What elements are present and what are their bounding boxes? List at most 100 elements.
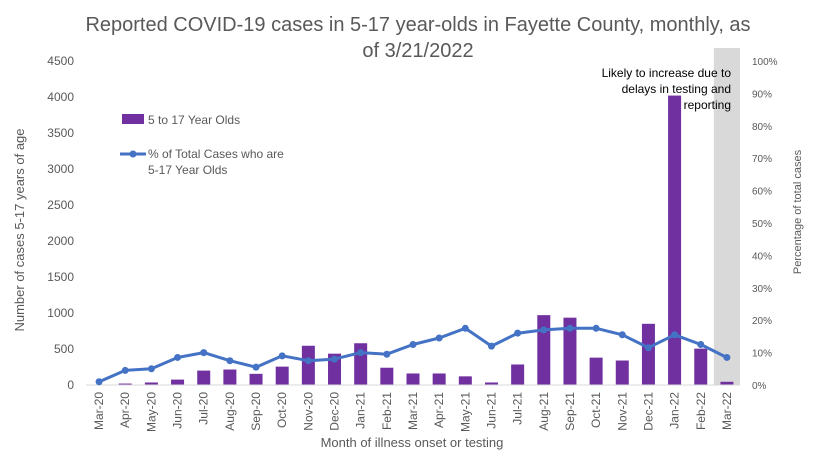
y2-tick-label: 90%	[752, 89, 772, 100]
bar	[144, 382, 158, 385]
y2-tick-label: 80%	[752, 122, 772, 133]
x-tick-label: Oct-20	[275, 392, 289, 428]
y-tick-label: 500	[54, 342, 74, 356]
bar	[720, 381, 734, 385]
line-point	[95, 378, 103, 386]
x-tick-label: Jun-21	[484, 392, 498, 429]
legend-label-bar: 5 to 17 Year Olds	[148, 113, 240, 127]
bar	[197, 370, 211, 385]
bar	[249, 373, 263, 385]
x-tick-label: Sep-21	[563, 392, 577, 431]
line-point	[278, 352, 286, 360]
line-point	[644, 344, 652, 352]
legend-label-line: % of Total Cases who are	[148, 147, 284, 161]
y2-axis-ticks: 0% 10% 20% 30% 40% 50% 60% 70% 80% 90% 100%	[752, 57, 778, 392]
x-tick-label: Jul-20	[197, 392, 211, 425]
line-point	[540, 326, 548, 334]
y-axis-label: Number of cases 5-17 years of age	[12, 128, 27, 331]
line-point	[487, 342, 495, 350]
shaded-region	[713, 48, 740, 385]
x-tick-label: Dec-21	[641, 392, 655, 431]
x-tick-label: Nov-21	[615, 392, 629, 431]
line-point	[435, 334, 443, 342]
x-tick-label: Sep-20	[249, 392, 263, 431]
line-point	[697, 341, 705, 348]
line-point	[592, 324, 600, 332]
bar	[406, 373, 420, 385]
line-point	[121, 366, 129, 374]
x-tick-label: Feb-21	[380, 392, 394, 430]
x-tick-label: Jun-20	[171, 392, 185, 429]
x-tick-label: Dec-20	[328, 392, 342, 431]
x-tick-label: Feb-22	[694, 392, 708, 430]
bar	[484, 382, 498, 385]
x-tick-label: Jan-22	[668, 392, 682, 429]
x-tick-label: Aug-20	[223, 392, 237, 431]
bar	[432, 373, 446, 385]
y2-tick-label: 70%	[752, 154, 772, 165]
y2-tick-label: 10%	[752, 349, 772, 360]
y-tick-label: 0	[67, 378, 74, 392]
x-tick-label: May-20	[144, 392, 158, 432]
legend-swatch-marker	[129, 150, 137, 158]
x-tick-label: Apr-20	[118, 392, 132, 428]
bar	[589, 357, 603, 385]
chart-title: Reported COVID-19 cases in 5-17 year-old…	[85, 14, 750, 62]
chart-title-line: of 3/21/2022	[362, 40, 473, 62]
bar	[537, 315, 551, 385]
annotation-line: delays in testing and	[622, 82, 731, 96]
bar	[458, 376, 472, 385]
line-point	[671, 331, 679, 339]
y2-axis-label: Percentage of total cases	[792, 149, 804, 274]
y-tick-label: 3000	[47, 162, 74, 176]
line-point	[357, 349, 365, 357]
annotation: Likely to increase due to delays in testi…	[602, 66, 732, 112]
y-tick-label: 1000	[47, 306, 74, 320]
bar	[275, 366, 289, 385]
line-point	[200, 349, 208, 357]
x-axis-ticks: Mar-20 Apr-20 May-20 Jun-20 Jul-20 Aug-20 Sep-…	[92, 392, 734, 432]
bar	[223, 369, 237, 385]
chart-title-line: Reported COVID-19 cases in 5-17 year-old…	[85, 14, 750, 36]
y-tick-label: 4500	[47, 54, 74, 68]
bar	[511, 364, 525, 385]
line-series	[95, 324, 731, 386]
line-point	[461, 324, 469, 332]
y2-tick-label: 30%	[752, 284, 772, 295]
line-point	[304, 357, 312, 365]
line-point	[331, 355, 339, 363]
line-point	[147, 365, 155, 373]
y-tick-label: 3500	[47, 126, 74, 140]
bar	[380, 367, 394, 385]
y-tick-label: 4000	[47, 90, 74, 104]
shaded-region-rect	[713, 48, 740, 385]
x-tick-label: Aug-21	[537, 392, 551, 431]
legend: 5 to 17 Year Olds % of Total Cases who ar…	[120, 113, 284, 177]
y-axis-ticks: 0 500 1000 1500 2000 2500 3000 3500 4000 4500	[47, 54, 74, 392]
x-tick-label: Mar-22	[720, 392, 734, 430]
line-point	[514, 329, 522, 337]
bar	[694, 348, 708, 385]
line-point	[618, 331, 626, 339]
line-point	[252, 363, 260, 371]
y2-tick-label: 60%	[752, 187, 772, 198]
line-point	[174, 353, 182, 361]
bar	[171, 379, 185, 385]
y2-tick-label: 20%	[752, 316, 772, 327]
bar	[118, 383, 132, 385]
x-tick-label: Oct-21	[589, 392, 603, 428]
x-tick-label: Jul-21	[511, 392, 525, 425]
x-axis-label: Month of illness onset or testing	[321, 435, 504, 450]
x-tick-label: May-21	[458, 392, 472, 432]
bar	[301, 345, 315, 385]
bar	[563, 317, 577, 385]
bar	[328, 353, 342, 385]
bar	[668, 95, 682, 385]
y-tick-label: 2000	[47, 234, 74, 248]
y-tick-label: 1500	[47, 270, 74, 284]
y2-tick-label: 40%	[752, 251, 772, 262]
annotation-line: reporting	[684, 98, 731, 112]
bar	[615, 360, 629, 385]
x-tick-label: Mar-20	[92, 392, 106, 430]
